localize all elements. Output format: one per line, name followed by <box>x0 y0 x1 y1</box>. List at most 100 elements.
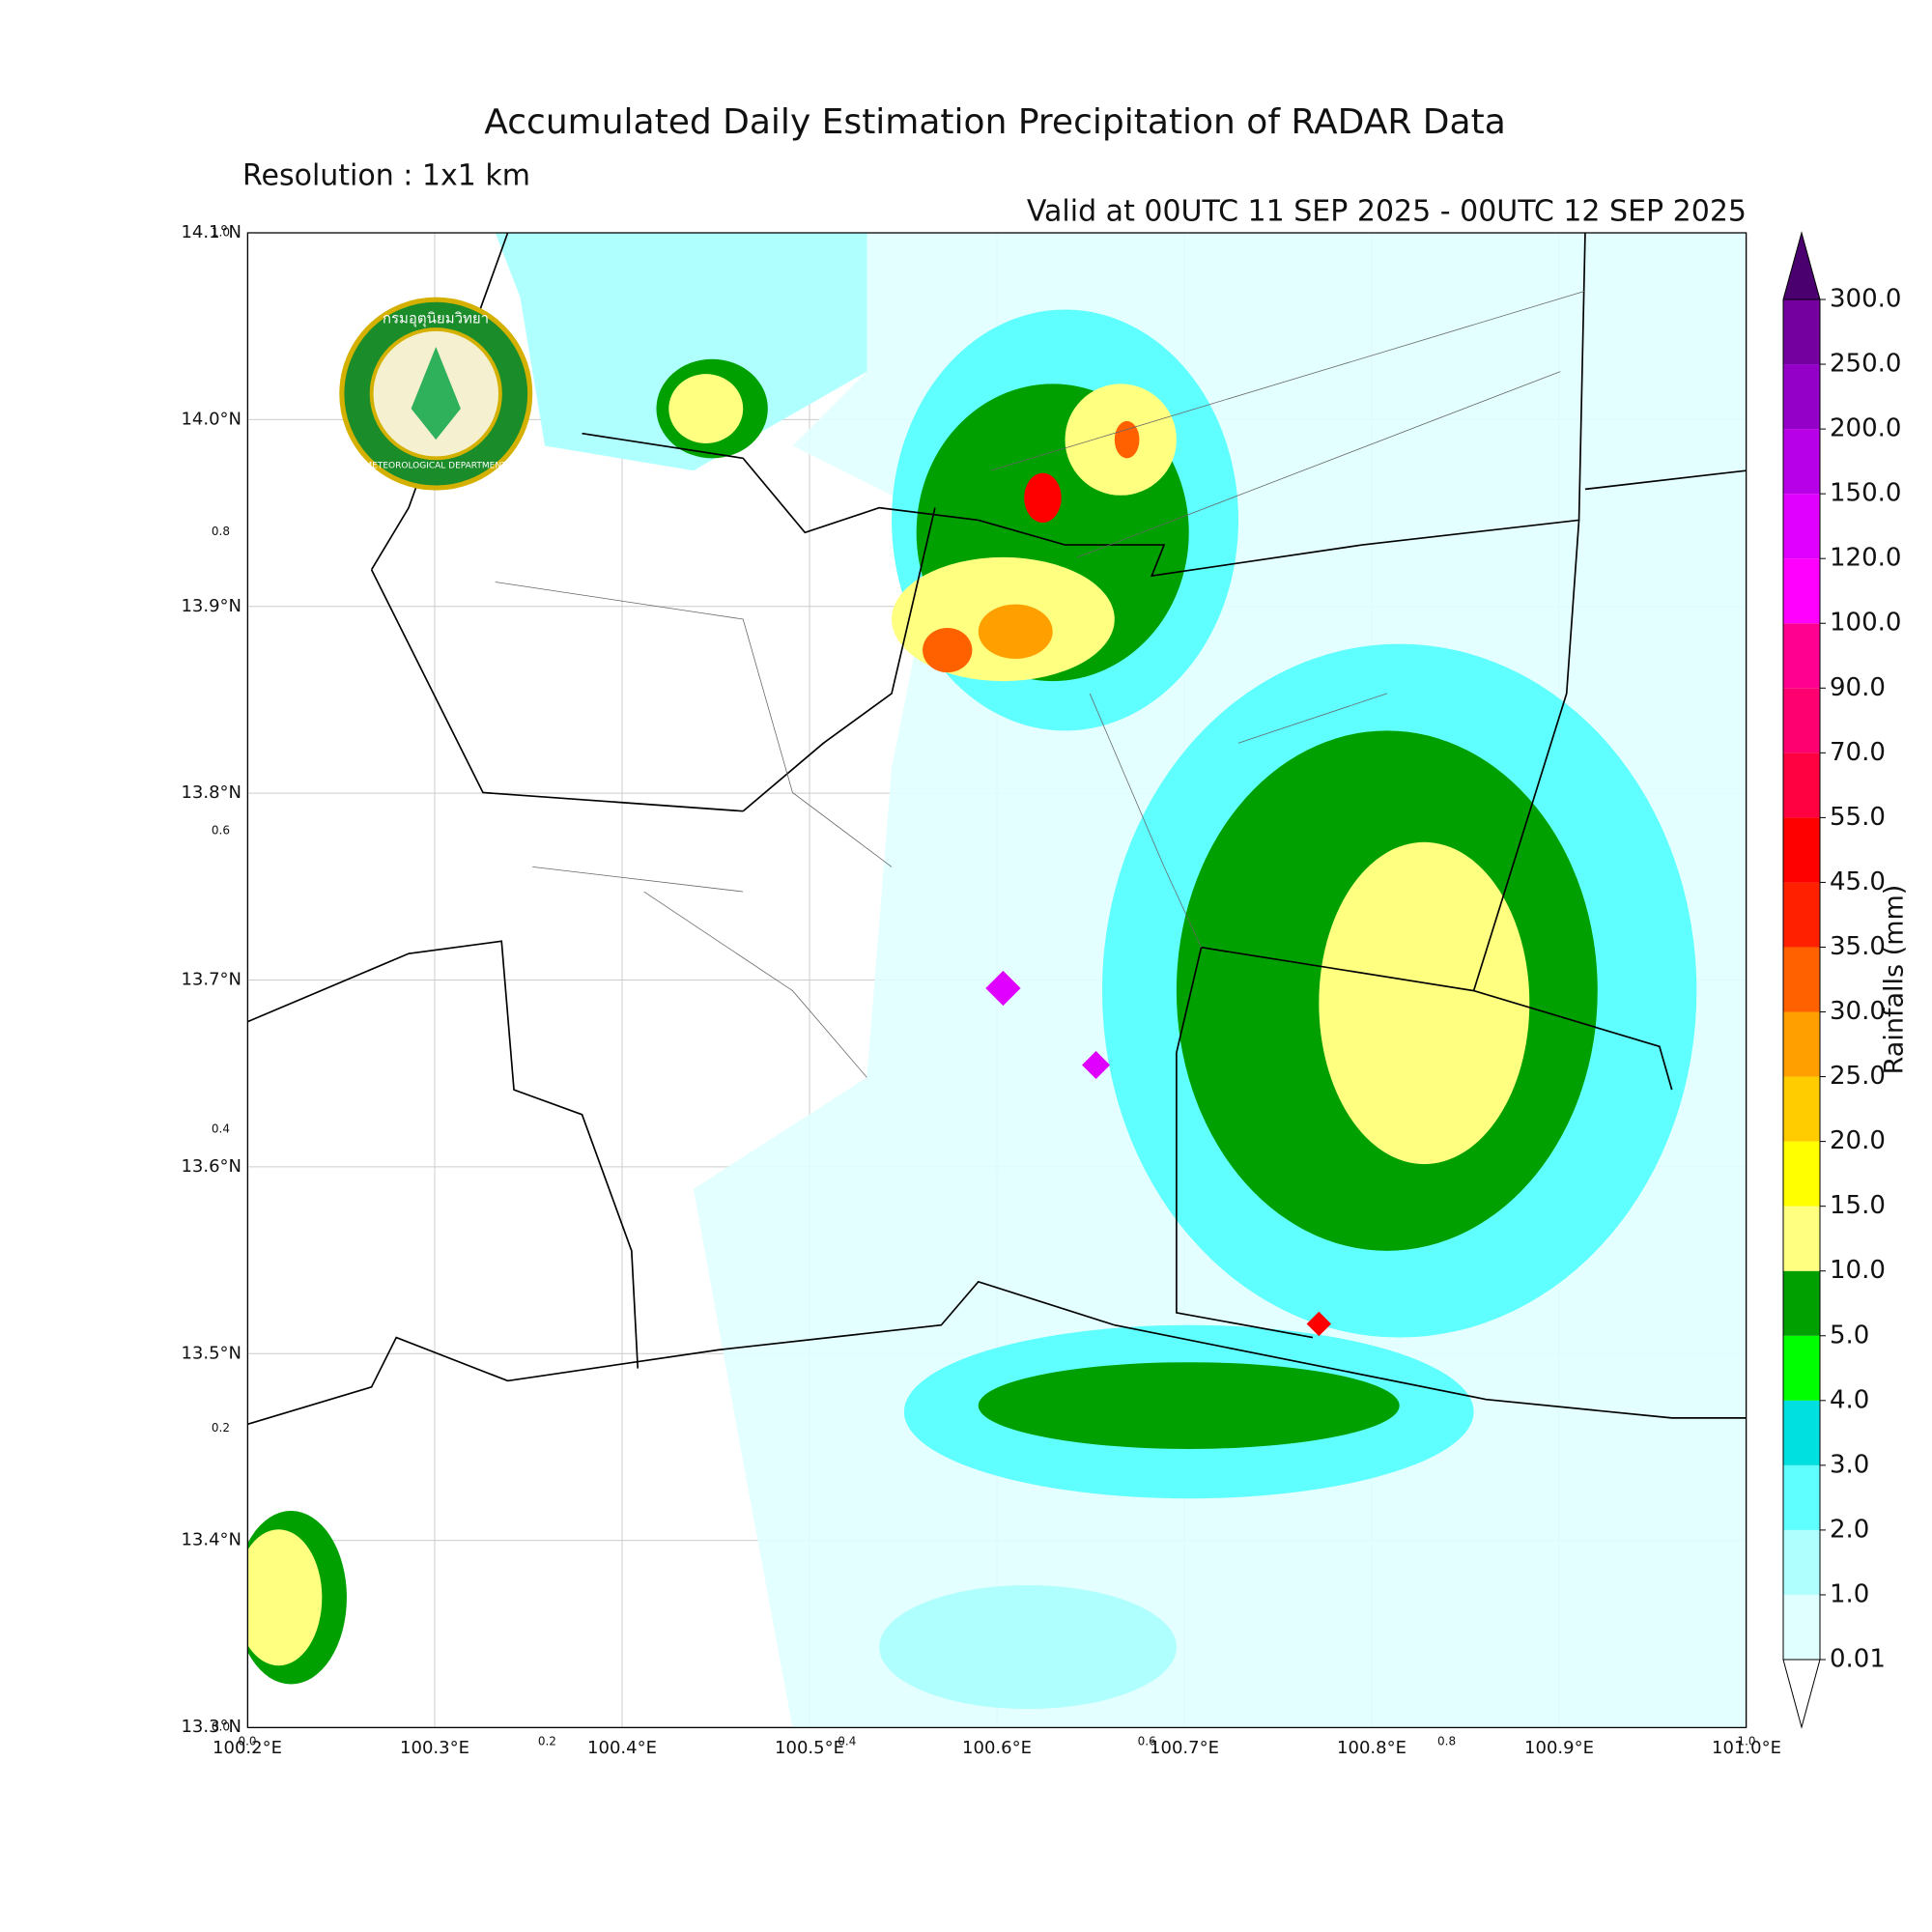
rain-shapes <box>247 233 1747 1728</box>
logo-figure <box>411 346 461 440</box>
colorbar-extend-low <box>1782 1659 1821 1729</box>
colorbar-tick-label: 90.0 <box>1830 673 1886 702</box>
colorbar-tick-label: 70.0 <box>1830 738 1886 767</box>
lon-tick-label: 100.3°E <box>400 1738 469 1758</box>
colorbar-segment <box>1783 1400 1820 1465</box>
colorbar-tick-label: 0.01 <box>1830 1645 1886 1674</box>
colorbar-segment <box>1783 882 1820 948</box>
colorbar-tick-label: 2.0 <box>1830 1515 1869 1544</box>
colorbar-tick-label: 10.0 <box>1830 1256 1886 1285</box>
colorbar-extend-high <box>1782 231 1821 300</box>
title: Accumulated Daily Estimation Precipitati… <box>484 102 1506 142</box>
colorbar-segment <box>1783 817 1820 883</box>
lon-tick-label: 100.8°E <box>1337 1738 1406 1758</box>
lat-tick-label: 13.3°N <box>181 1717 242 1737</box>
colorbar-frame <box>1782 298 1821 1661</box>
colorbar-segment <box>1783 753 1820 818</box>
colorbar-tick-label: 5.0 <box>1830 1321 1869 1350</box>
logo <box>339 297 533 491</box>
subtitle: Resolution : 1x1 km <box>242 159 530 193</box>
colorbar-tick-label: 120.0 <box>1830 544 1901 573</box>
colorbar-segment <box>1783 299 1820 365</box>
colorbar-tick-label: 4.0 <box>1830 1385 1869 1414</box>
colorbar-tick-label: 200.0 <box>1830 414 1901 443</box>
colorbar-segment <box>1783 1270 1820 1336</box>
colorbar-tick-label: 45.0 <box>1830 867 1886 896</box>
valid-time: Valid at 00UTC 11 SEP 2025 - 00UTC 12 SE… <box>1027 195 1747 229</box>
colorbar-segment <box>1783 1335 1820 1401</box>
colorbar-segment <box>1783 947 1820 1012</box>
colorbar-segment <box>1783 1011 1820 1077</box>
stray-tick-label: 0.2 <box>538 1735 556 1748</box>
colorbar-segment <box>1783 1464 1820 1530</box>
lon-tick-label: 101.0°E <box>1712 1738 1781 1758</box>
colorbar-segment <box>1783 1594 1820 1660</box>
colorbar-tick-label: 25.0 <box>1830 1062 1886 1091</box>
stray-tick-label: 1.0 <box>1737 1735 1755 1748</box>
colorbar-tick-label: 1.0 <box>1830 1579 1869 1608</box>
colorbar-tick-label: 100.0 <box>1830 609 1901 638</box>
colorbar-segment <box>1783 558 1820 624</box>
lat-tick-label: 14.0°N <box>181 409 242 429</box>
rain-area <box>978 1362 1400 1449</box>
stray-tick-label: 0.4 <box>212 1122 230 1136</box>
rain-area <box>668 374 744 443</box>
colorbar-tick-label: 150.0 <box>1830 479 1901 508</box>
colorbar-segment <box>1783 429 1820 495</box>
stray-tick-label: 0.8 <box>1437 1735 1456 1748</box>
colorbar-segment <box>1783 494 1820 559</box>
rain-area <box>1024 472 1062 524</box>
rain-field <box>246 232 1747 1729</box>
lat-tick-label: 14.1°N <box>181 222 242 242</box>
colorbar-tick-label: 15.0 <box>1830 1191 1886 1220</box>
colorbar-label: Rainfalls (mm) <box>1880 885 1910 1075</box>
lat-tick-label: 13.5°N <box>181 1343 242 1363</box>
rain-area <box>495 233 867 471</box>
stray-tick-label: 0.4 <box>838 1735 856 1748</box>
lat-tick-label: 13.9°N <box>181 596 242 616</box>
rain-cell <box>985 970 1021 1007</box>
lon-tick-label: 100.5°E <box>775 1738 844 1758</box>
colorbar-tick-label: 30.0 <box>1830 997 1886 1026</box>
logo-thai: กรมอุตุนิยมวิทยา <box>383 310 489 328</box>
lat-tick-label: 13.7°N <box>181 970 242 990</box>
stray-tick-label: 1.0 <box>212 226 230 240</box>
colorbar-tick-label: 3.0 <box>1830 1450 1869 1479</box>
colorbar-tick-label: 300.0 <box>1830 285 1901 314</box>
stray-tick-label: 0.0 <box>238 1735 256 1748</box>
rain-cell <box>1306 1311 1332 1337</box>
stray-tick-label: 0.6 <box>212 823 230 837</box>
lon-tick-label: 100.6°E <box>962 1738 1032 1758</box>
lon-tick-label: 100.2°E <box>213 1738 282 1758</box>
map-frame <box>246 232 1747 1729</box>
colorbar-tick-label: 35.0 <box>1830 932 1886 961</box>
rain-area <box>247 1529 323 1666</box>
rain-area <box>923 627 973 673</box>
logo-english: METEOROLOGICAL DEPARTMENT <box>364 462 507 471</box>
colorbar-segment <box>1783 1206 1820 1271</box>
colorbar-segment <box>1783 1076 1820 1142</box>
colorbar-segment <box>1783 688 1820 753</box>
rain-area <box>978 604 1053 660</box>
colorbar-segment <box>1783 1529 1820 1595</box>
lon-tick-label: 100.4°E <box>587 1738 657 1758</box>
colorbar-segment <box>1783 364 1820 430</box>
colorbar-tick-label: 55.0 <box>1830 803 1886 832</box>
stray-tick-label: 0.6 <box>1138 1735 1156 1748</box>
colorbar-segment <box>1783 1141 1820 1207</box>
lat-tick-label: 13.4°N <box>181 1530 242 1550</box>
rain-area <box>1114 420 1140 459</box>
colorbar: 0.01 1.0 2.0 3.0 4.0 5.0 10.0 15.0 20.0 25.0 30.0 3… <box>1782 231 1901 1729</box>
colorbar-tick-label: 20.0 <box>1830 1126 1886 1155</box>
rain-area <box>879 1584 1177 1710</box>
rain-cell <box>1082 1051 1111 1080</box>
colorbar-tick-label: 250.0 <box>1830 350 1901 379</box>
lat-tick-label: 13.6°N <box>181 1156 242 1177</box>
lat-tick-label: 13.8°N <box>181 782 242 803</box>
stray-tick-label: 0.2 <box>212 1421 230 1435</box>
stray-tick-label: 0.8 <box>212 525 230 538</box>
stray-tick-label: 0.0 <box>212 1720 230 1734</box>
lon-tick-label: 100.9°E <box>1524 1738 1594 1758</box>
lon-tick-label: 100.7°E <box>1150 1738 1219 1758</box>
